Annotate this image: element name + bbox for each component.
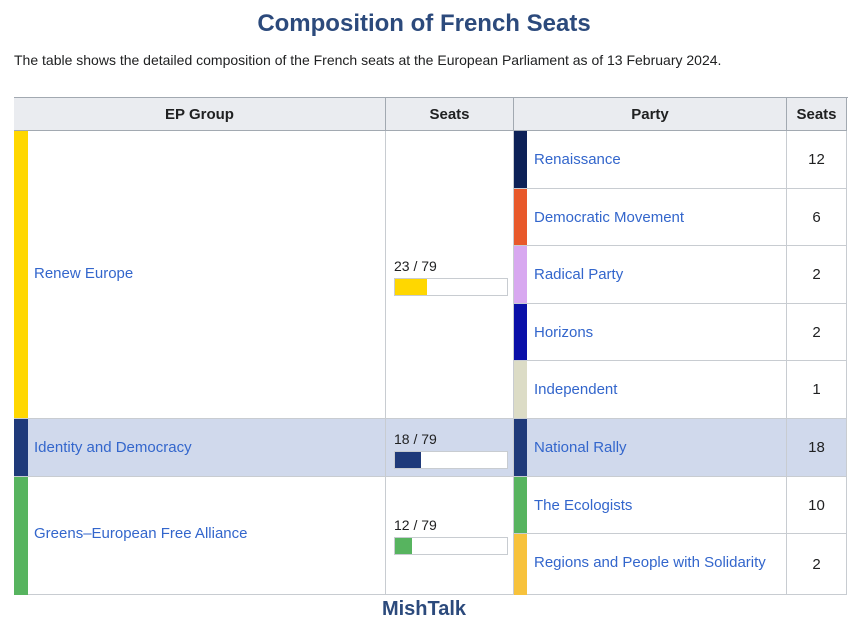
group-color-swatch [14, 419, 28, 476]
party-link-democratic-movement[interactable]: Democratic Movement [534, 209, 685, 226]
party-cell: National Rally [514, 419, 787, 477]
group-seats-cell: 18 / 79 [386, 419, 514, 477]
party-seats-cell: 1 [787, 361, 847, 419]
header-group-seats: Seats [386, 98, 514, 131]
party-cell: Renaissance [514, 131, 787, 189]
party-seats-value: 1 [812, 381, 821, 398]
group-seats-bar [394, 537, 508, 555]
party-link-the-ecologists[interactable]: The Ecologists [534, 497, 633, 514]
party-cell: Regions and People with Solidarity [514, 534, 787, 595]
group-seats-bar-fill [395, 279, 428, 295]
group-seats-cell: 12 / 79 [386, 477, 514, 595]
party-seats-cell: 12 [787, 131, 847, 189]
group-cell-greens-efa: Greens–European Free Alliance [14, 477, 386, 595]
party-link-radical-party[interactable]: Radical Party [534, 266, 624, 283]
party-cell: Horizons [514, 304, 787, 361]
group-seats-bar [394, 278, 508, 296]
group-seats-cell: 23 / 79 [386, 131, 514, 419]
group-seats-bar-fill [395, 538, 412, 554]
party-color-swatch [514, 246, 527, 303]
party-link-independent[interactable]: Independent [534, 381, 618, 398]
party-color-swatch [514, 361, 527, 418]
party-seats-cell: 2 [787, 246, 847, 304]
party-seats-value: 18 [808, 439, 825, 456]
page-title: Composition of French Seats [257, 10, 591, 37]
party-seats-cell: 2 [787, 304, 847, 361]
footer-brand: MishTalk [381, 598, 467, 620]
group-seats-bar [394, 451, 508, 469]
seats-table: EP Group Seats Party Seats Renew Europe … [14, 97, 848, 595]
group-seats-label: 12 / 79 [394, 517, 437, 533]
party-color-swatch [514, 534, 527, 595]
party-seats-value: 12 [808, 151, 825, 168]
party-link-renaissance[interactable]: Renaissance [534, 151, 621, 168]
party-seats-value: 2 [812, 323, 821, 341]
group-link-renew-europe[interactable]: Renew Europe [34, 265, 134, 282]
party-link-horizons[interactable]: Horizons [534, 324, 594, 341]
group-link-greens-efa[interactable]: Greens–European Free Alliance [34, 525, 248, 542]
party-color-swatch [514, 419, 527, 476]
party-color-swatch [514, 189, 527, 245]
group-link-identity-and-democracy[interactable]: Identity and Democracy [34, 439, 192, 456]
group-color-swatch [14, 131, 28, 418]
group-cell-identity-and-democracy: Identity and Democracy [14, 419, 386, 477]
header-party: Party [514, 98, 787, 131]
party-seats-cell: 10 [787, 477, 847, 534]
party-cell: Radical Party [514, 246, 787, 304]
party-link-national-rally[interactable]: National Rally [534, 439, 627, 456]
page-subtitle: The table shows the detailed composition… [14, 52, 722, 68]
party-cell: Democratic Movement [514, 189, 787, 246]
group-color-swatch [14, 477, 28, 595]
header-ep-group: EP Group [14, 98, 386, 131]
party-seats-value: 6 [812, 208, 821, 226]
group-seats-bar-fill [395, 452, 421, 468]
party-color-swatch [514, 477, 527, 533]
party-seats-value: 2 [812, 555, 821, 573]
group-cell-renew-europe: Renew Europe [14, 131, 386, 419]
party-link-regions-and-people-with-solidarity[interactable]: Regions and People with Solidarity [534, 554, 766, 571]
party-seats-cell: 2 [787, 534, 847, 595]
party-color-swatch [514, 131, 527, 188]
party-seats-cell: 6 [787, 189, 847, 246]
header-party-seats: Seats [787, 98, 847, 131]
group-seats-label: 18 / 79 [394, 431, 437, 447]
party-seats-value: 2 [812, 266, 821, 283]
party-seats-cell: 18 [787, 419, 847, 477]
party-cell: The Ecologists [514, 477, 787, 534]
party-color-swatch [514, 304, 527, 360]
party-seats-value: 10 [808, 496, 825, 514]
group-seats-label: 23 / 79 [394, 258, 437, 274]
party-cell: Independent [514, 361, 787, 419]
